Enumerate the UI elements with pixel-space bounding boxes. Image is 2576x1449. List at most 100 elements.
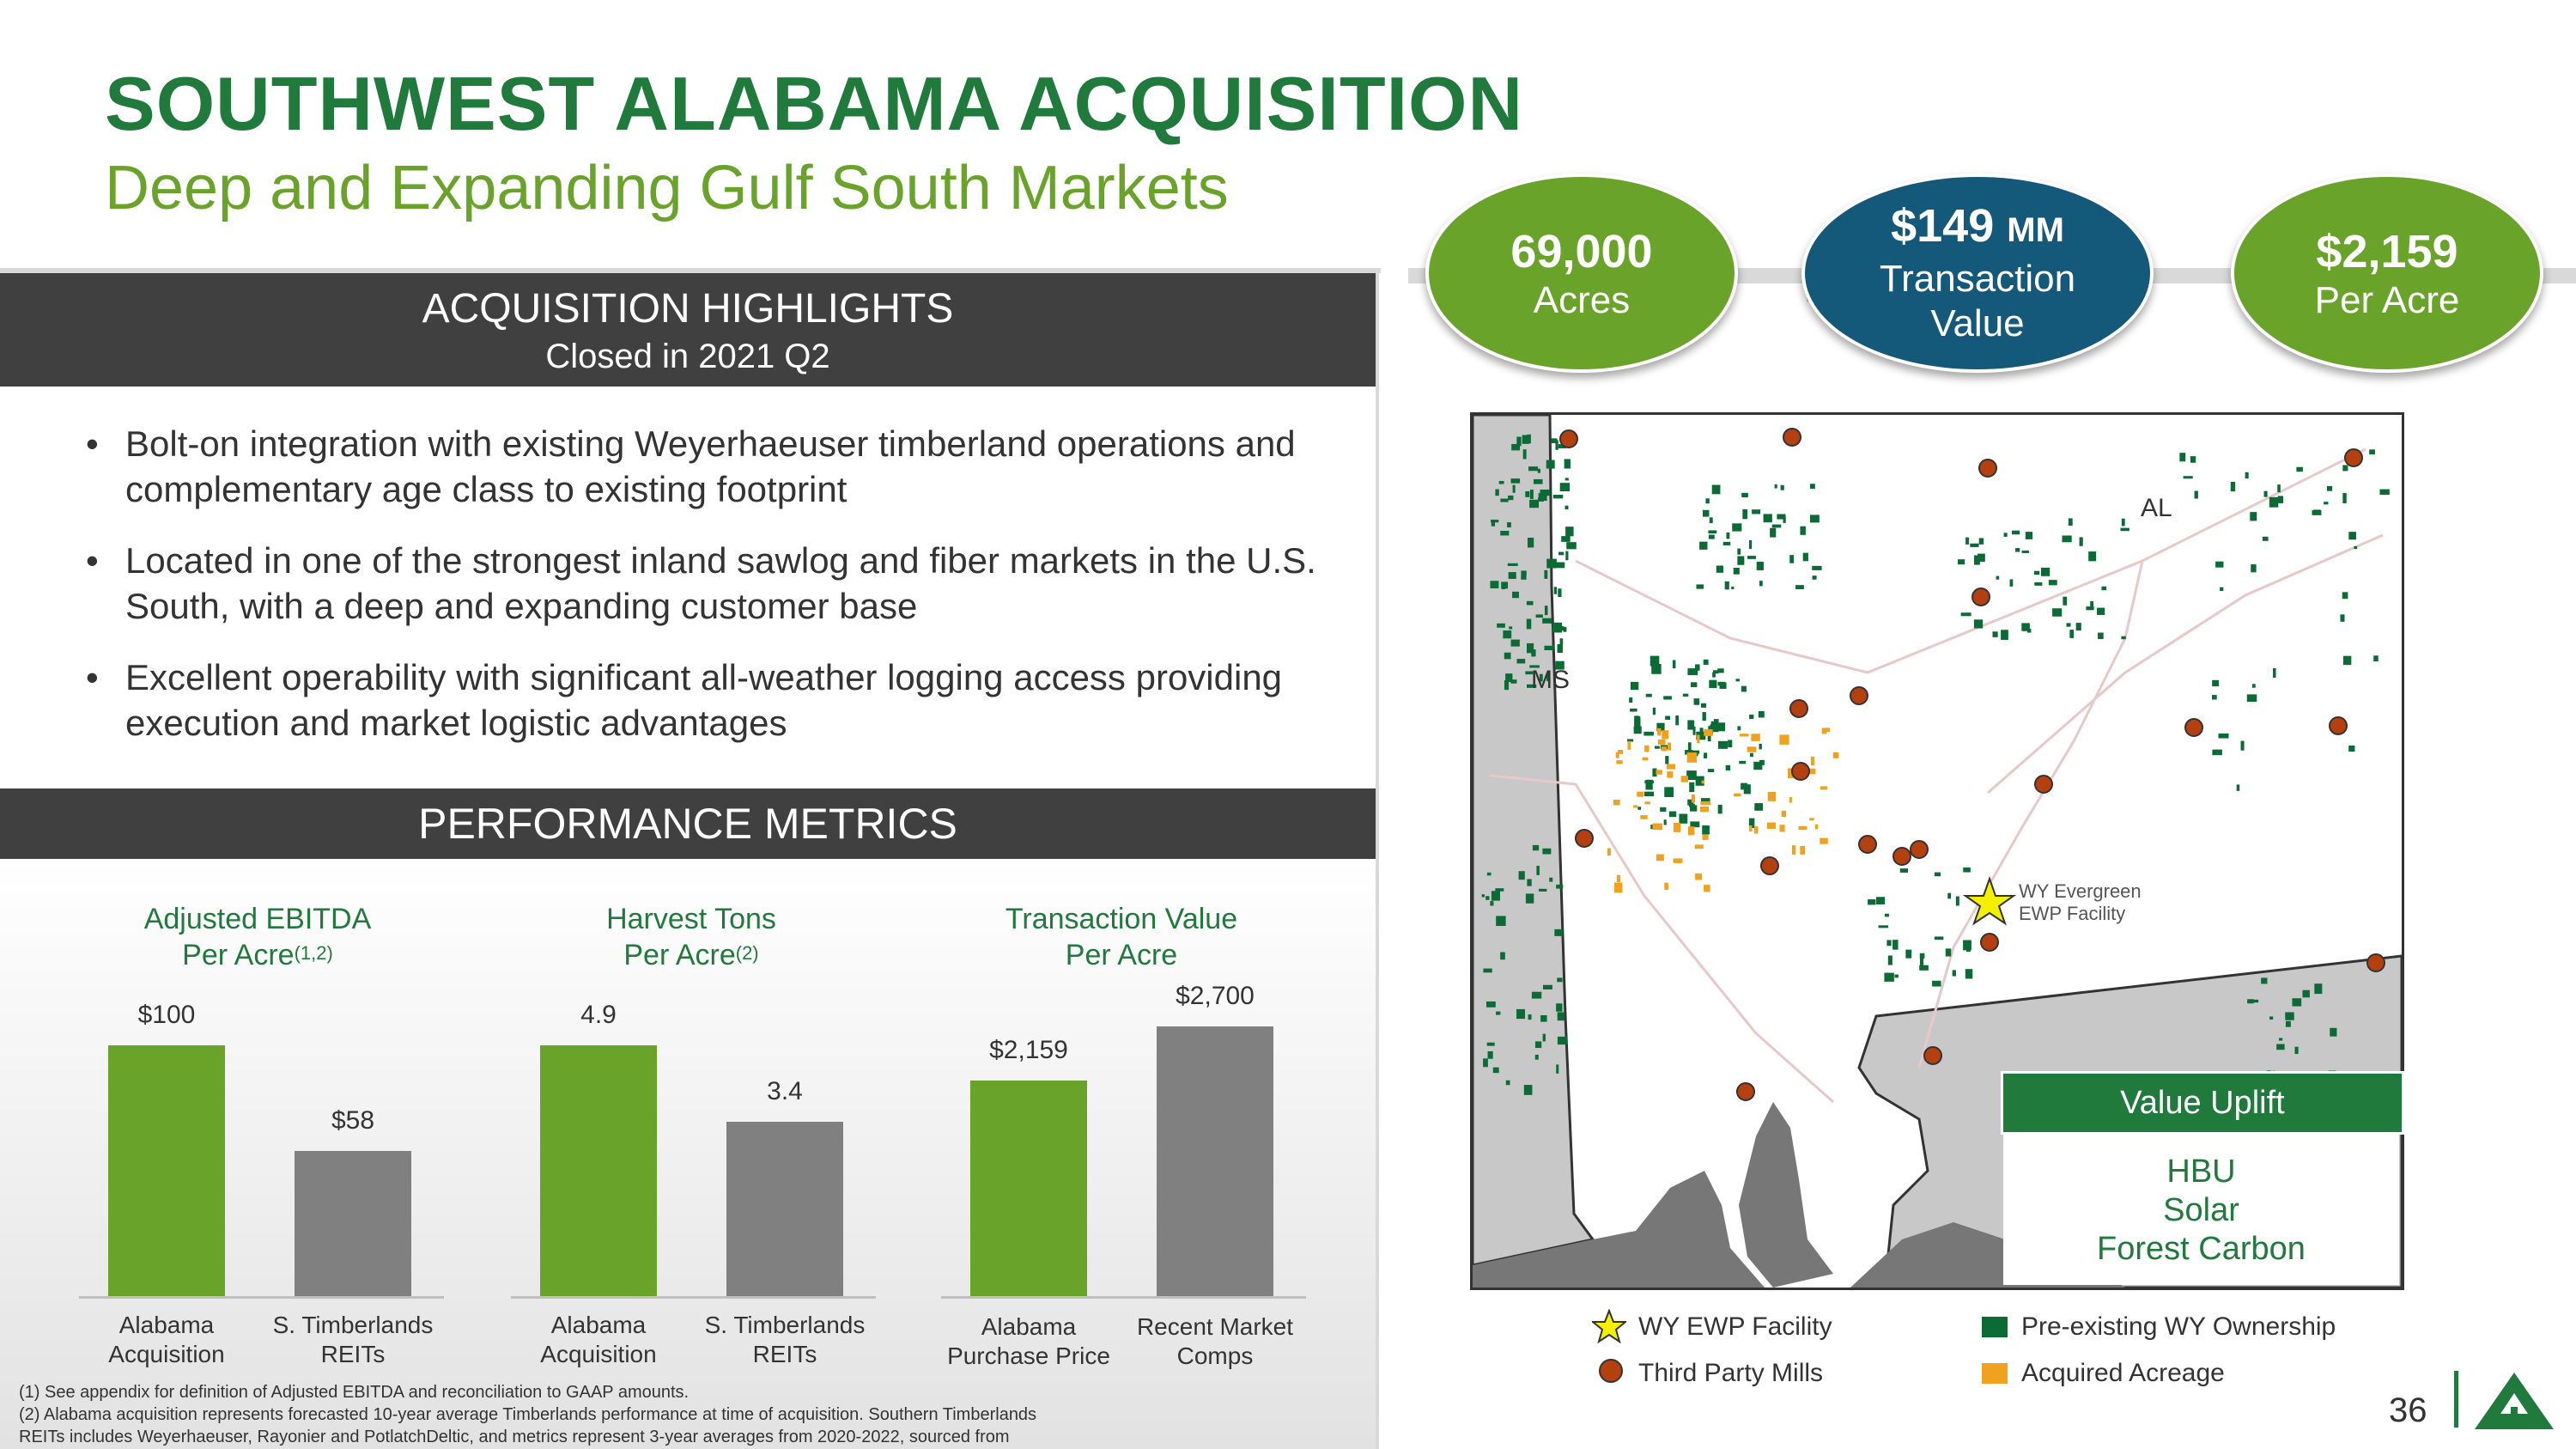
- ownership-patch: [2250, 512, 2257, 521]
- mill-marker-icon: [1858, 835, 1877, 854]
- ownership-patch: [1483, 1058, 1488, 1068]
- ownership-patch: [1512, 591, 1519, 599]
- performance-heading: PERFORMANCE METRICS: [0, 788, 1376, 859]
- ownership-patch: [1516, 1008, 1526, 1020]
- metric-label: Per Acre: [2314, 279, 2460, 321]
- ownership-patch: [1510, 679, 1517, 684]
- ownership-patch: [1525, 893, 1534, 904]
- ownership-patch: [1516, 436, 1522, 447]
- legend-ewp: WY EWP Facility: [1638, 1312, 1832, 1341]
- ownership-patch: [2026, 628, 2032, 633]
- category-label: S. Timberlands REITs: [263, 1311, 443, 1369]
- ownership-patch: [1695, 776, 1704, 786]
- chart-title-line: Harvest Tons: [606, 903, 776, 935]
- ownership-patch: [1554, 928, 1563, 936]
- ownership-patch: [1812, 575, 1817, 580]
- ownership-patch: [1820, 786, 1828, 790]
- ownership-patch: [2269, 1016, 2274, 1020]
- ownership-patch: [1690, 821, 1700, 828]
- list-item: • Bolt-on integration with existing Weyer…: [86, 421, 1331, 512]
- footnote: (1) See appendix for definition of Adjus…: [19, 1383, 690, 1402]
- ownership-patch: [1742, 508, 1748, 520]
- ownership-patch: [1743, 784, 1751, 795]
- ownership-patch: [1737, 548, 1741, 555]
- mill-marker-icon: [1559, 429, 1578, 448]
- ownership-patch: [1657, 728, 1662, 736]
- bullet-icon: •: [86, 657, 99, 697]
- ownership-patch: [1535, 614, 1543, 618]
- ownership-patch: [1812, 565, 1822, 570]
- ownership-patch: [1791, 845, 1796, 855]
- ownership-patch: [1691, 682, 1698, 688]
- mill-marker-icon: [2184, 718, 2203, 737]
- ownership-patch: [1544, 645, 1555, 651]
- ownership-patch: [1546, 558, 1557, 569]
- bar-alabama-ebitda: [108, 1045, 225, 1296]
- mill-marker-icon: [1971, 588, 1990, 606]
- list-item: • Located in one of the strongest inland …: [86, 538, 1331, 629]
- ownership-patch: [2373, 655, 2379, 662]
- ownership-patch: [1518, 871, 1525, 880]
- ownership-patch: [1660, 807, 1667, 812]
- ownership-patch: [2279, 1038, 2283, 1041]
- ownership-patch: [2052, 608, 2063, 617]
- ownership-patch: [1564, 505, 1569, 510]
- ownership-patch: [1500, 952, 1505, 960]
- ownership-patch: [1630, 681, 1639, 691]
- metric-label: Value: [1930, 302, 2025, 344]
- highlights-header: ACQUISITION HIGHLIGHTS Closed in 2021 Q2: [0, 273, 1376, 387]
- ownership-patch: [1696, 584, 1704, 589]
- ownership-patch: [2021, 550, 2029, 553]
- ownership-patch: [1748, 818, 1755, 829]
- ownership-patch: [1613, 882, 1623, 893]
- ownership-patch: [1633, 726, 1642, 734]
- ownership-patch: [1565, 551, 1569, 561]
- ownership-patch: [1536, 865, 1540, 875]
- ownership-patch: [1637, 807, 1642, 810]
- ownership-patch: [1688, 803, 1695, 807]
- ownership-patch: [1564, 478, 1569, 481]
- mill-marker-icon: [1980, 933, 1999, 952]
- ownership-patch: [1673, 823, 1681, 832]
- ownership-patch: [2240, 740, 2245, 751]
- ownership-patch: [1919, 955, 1924, 966]
- data-label: $2,159: [989, 1036, 1068, 1064]
- ownership-patch: [1884, 972, 1894, 982]
- ownership-patch: [1739, 760, 1747, 764]
- ownership-patch: [1759, 743, 1762, 750]
- ewp-facility-star-icon: [1962, 875, 2017, 926]
- ownership-patch: [2249, 999, 2259, 1003]
- ownership-patch: [2001, 630, 2008, 640]
- category-line: Alabama: [550, 1312, 647, 1338]
- ownership-patch: [1667, 771, 1674, 778]
- ownership-patch: [1741, 492, 1748, 498]
- ownership-patch: [1510, 478, 1521, 484]
- ownership-patch: [1739, 734, 1749, 737]
- ownership-patch: [2369, 449, 2375, 455]
- ownership-patch: [2086, 606, 2094, 611]
- ownership-patch: [1663, 819, 1667, 825]
- ownership-patch: [2348, 745, 2355, 752]
- ownership-patch: [1566, 542, 1577, 550]
- ownership-patch: [1557, 644, 1563, 654]
- ownership-patch: [1507, 522, 1511, 528]
- category-line: Recent Market: [1136, 1313, 1294, 1340]
- ownership-patch: [1538, 888, 1547, 892]
- ownership-patch: [1687, 826, 1695, 836]
- ownership-patch: [2215, 561, 2224, 568]
- acquired-swatch-icon: [1982, 1363, 2008, 1384]
- ownership-patch: [1704, 729, 1713, 736]
- ownership-patch: [2218, 733, 2229, 739]
- ownership-patch: [1747, 556, 1756, 559]
- ownership-patch: [2090, 600, 2094, 610]
- ownership-patch: [1661, 746, 1668, 752]
- ownership-patch: [1798, 825, 1807, 831]
- ownership-patch: [1512, 484, 1516, 493]
- ownership-patch: [1491, 891, 1500, 901]
- ownership-patch: [2342, 465, 2348, 472]
- ownership-patch: [1704, 885, 1710, 892]
- weyerhaeuser-logo-icon: [2475, 1373, 2554, 1429]
- ownership-patch: [1717, 681, 1726, 686]
- mill-marker-icon: [1789, 699, 1808, 718]
- ownership-patch: [2068, 518, 2073, 526]
